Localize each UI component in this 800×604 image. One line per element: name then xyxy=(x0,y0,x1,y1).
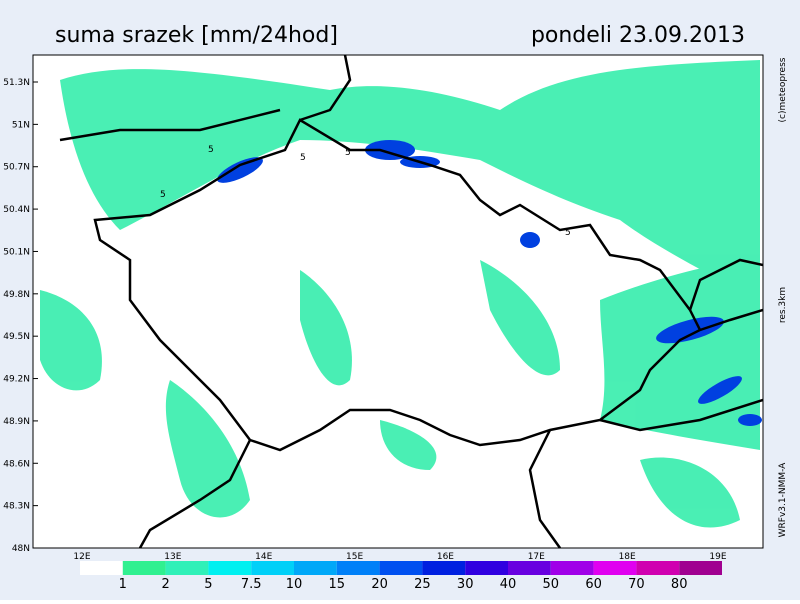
lat-label: 49.5N xyxy=(3,332,30,342)
legend-swatch xyxy=(294,561,337,575)
legend-swatch xyxy=(550,561,594,575)
lat-label: 48.6N xyxy=(3,459,30,469)
legend-label: 40 xyxy=(500,577,517,592)
legend-label: 30 xyxy=(457,577,474,592)
lat-label: 48.3N xyxy=(3,502,30,512)
lat-label: 50.4N xyxy=(3,205,30,215)
lat-label: 51N xyxy=(12,120,30,130)
lat-label: 50.1N xyxy=(3,247,30,257)
lon-label: 13E xyxy=(164,552,181,562)
legend-swatch xyxy=(165,561,209,575)
map-area xyxy=(32,54,764,549)
legend-label: 2 xyxy=(161,577,169,592)
borders xyxy=(59,54,764,549)
lon-label: 18E xyxy=(619,552,636,562)
contour-labels: 5 5 5 5 5 xyxy=(160,145,571,238)
legend: 1 2 5 7.5 10 15 20 25 30 40 50 60 70 80 xyxy=(80,561,722,592)
lat-label: 48.9N xyxy=(3,417,30,427)
legend-label: 80 xyxy=(671,577,688,592)
legend-label: 15 xyxy=(329,577,346,592)
heavy-precip xyxy=(217,140,762,426)
title: suma srazek [mm/24hod] xyxy=(55,23,338,48)
legend-label: 60 xyxy=(585,577,602,592)
lat-label: 51.3N xyxy=(3,78,30,88)
legend-label: 25 xyxy=(414,577,431,592)
lat-labels: 51.3N 51N 50.7N 50.4N 50.1N 49.8N 49.5N 49.2N 48… xyxy=(3,78,38,554)
legend-swatch xyxy=(465,561,508,575)
legend-swatch xyxy=(379,561,423,575)
legend-swatch xyxy=(636,561,680,575)
contour-label: 5 xyxy=(565,228,571,238)
legend-label: 70 xyxy=(628,577,645,592)
lon-label: 12E xyxy=(73,552,90,562)
contour-label: 5 xyxy=(345,148,351,158)
side-label: (c)meteopress xyxy=(778,57,788,122)
legend-swatch xyxy=(80,561,123,575)
legend-label: 7.5 xyxy=(241,577,262,592)
side-label: res.3km xyxy=(778,287,788,323)
contour-label: 5 xyxy=(300,153,306,163)
legend-swatch xyxy=(593,561,637,575)
legend-label: 50 xyxy=(543,577,560,592)
date: pondeli 23.09.2013 xyxy=(531,23,745,48)
legend-swatch xyxy=(122,561,166,575)
lon-label: 19E xyxy=(709,552,726,562)
legend-swatch xyxy=(508,561,551,575)
lon-label: 14E xyxy=(255,552,272,562)
legend-label: 1 xyxy=(119,577,127,592)
legend-label: 5 xyxy=(204,577,212,592)
lat-label: 50.7N xyxy=(3,163,30,173)
lat-label: 49.8N xyxy=(3,290,30,300)
legend-swatch xyxy=(208,561,252,575)
side-labels: (c)meteopress res.3km WRFv3.1-NMM-A xyxy=(778,57,788,537)
legend-label: 10 xyxy=(286,577,303,592)
lon-label: 15E xyxy=(346,552,363,562)
legend-swatch xyxy=(336,561,380,575)
lon-label: 16E xyxy=(437,552,454,562)
lon-label: 17E xyxy=(528,552,545,562)
side-label: WRFv3.1-NMM-A xyxy=(778,462,788,538)
lat-label: 49.2N xyxy=(3,375,30,385)
lat-label: 48N xyxy=(12,544,30,554)
legend-label: 20 xyxy=(371,577,388,592)
contour-label: 5 xyxy=(208,145,214,155)
legend-swatch xyxy=(251,561,294,575)
contour-label: 5 xyxy=(160,190,166,200)
legend-swatch xyxy=(422,561,466,575)
lon-labels: 12E 13E 14E 15E 16E 17E 18E 19E xyxy=(73,552,726,562)
legend-swatch xyxy=(679,561,722,575)
